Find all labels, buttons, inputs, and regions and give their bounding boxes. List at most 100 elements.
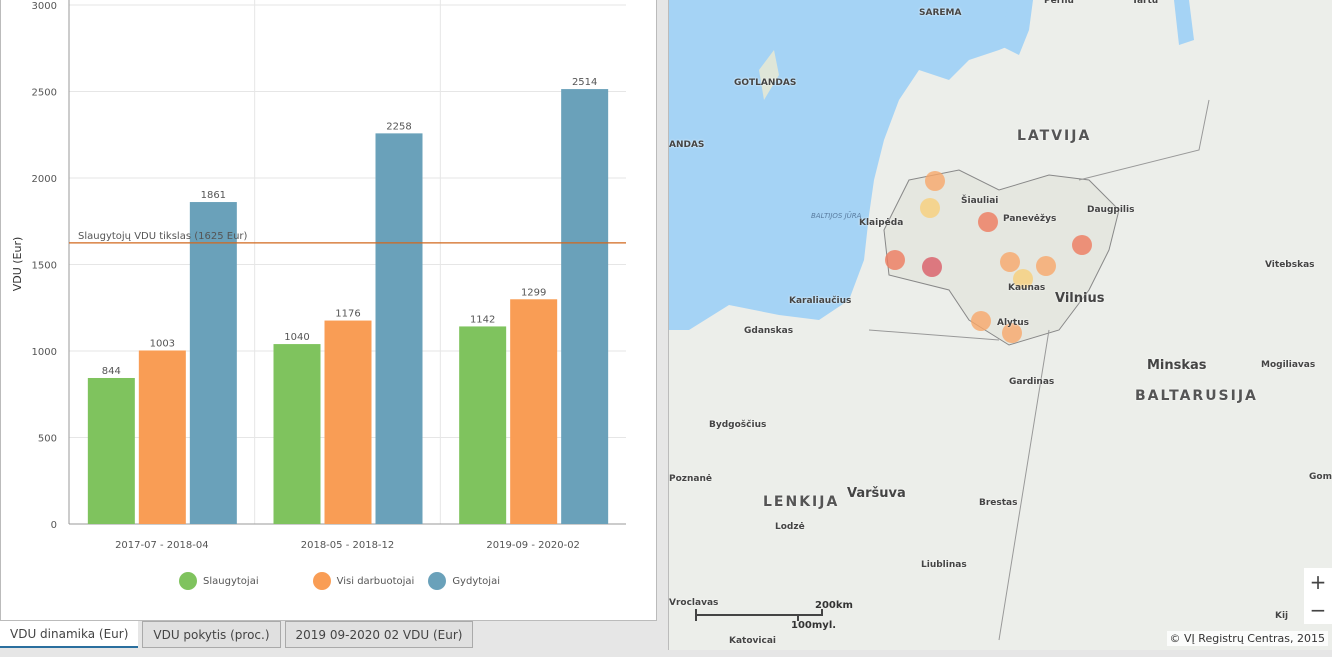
map-place-label: ANDAS <box>669 140 705 150</box>
scale-km: 200km <box>815 600 853 611</box>
map-place-label: Liublinas <box>921 560 967 570</box>
map-place-label: BALTARUSIJA <box>1135 388 1258 404</box>
bar-slaugytojai <box>273 344 321 524</box>
map-place-label: Gom <box>1309 472 1332 482</box>
map-attribution: © VĮ Registrų Centras, 2015 <box>1166 631 1328 646</box>
zoom-in-button[interactable]: + <box>1304 568 1332 596</box>
bar-gydytojai <box>189 202 237 524</box>
data-label: 1040 <box>284 332 309 343</box>
data-label: 1861 <box>201 190 226 201</box>
map-place-label: Mogiliavas <box>1261 360 1316 370</box>
map-base <box>669 0 1210 641</box>
map-marker[interactable] <box>1072 235 1092 255</box>
map-place-label: Kij <box>1275 611 1289 621</box>
map-marker[interactable] <box>1002 323 1022 343</box>
map-place-label: Brestas <box>979 498 1018 508</box>
map-place-label: Tartu <box>1132 0 1159 6</box>
tab-2019-2020-vdu[interactable]: 2019 09-2020 02 VDU (Eur) <box>284 621 474 648</box>
y-tick-label: 3000 <box>32 1 57 12</box>
tab-vdu-pokytis[interactable]: VDU pokytis (proc.) <box>142 621 281 648</box>
map-marker[interactable] <box>1036 256 1056 276</box>
map-marker[interactable] <box>920 198 940 218</box>
legend-label: Slaugytojai <box>203 575 259 587</box>
map-place-label: Katovicai <box>729 636 776 646</box>
map-place-label: SAREMA <box>919 8 962 18</box>
map-place-label: Karaliaučius <box>789 296 852 306</box>
borders <box>868 99 1210 641</box>
map-place-label: LENKIJA <box>763 494 840 510</box>
legend-label: Gydytojai <box>452 575 500 587</box>
y-tick-label: 2000 <box>32 174 57 185</box>
map-marker[interactable] <box>1013 269 1033 289</box>
map-place-label: Kaunas <box>1008 283 1046 293</box>
map-place-label: Pernu <box>1044 0 1074 6</box>
map-place-label: Bydgoščius <box>709 420 767 430</box>
map-place-label: Poznanė <box>669 474 713 484</box>
gulf-of-riga <box>999 0 1033 55</box>
map-place-label: BALTIJOS JŪRA <box>811 212 862 220</box>
y-tick-label: 500 <box>38 434 57 445</box>
legend-item-visi-darbuotojai[interactable]: Visi darbuotojai <box>312 572 415 590</box>
bar-gydytojai <box>375 133 423 524</box>
legend-swatch <box>179 572 198 590</box>
map-place-label: Vitebskas <box>1265 260 1315 270</box>
zoom-out-button[interactable]: − <box>1304 596 1332 624</box>
map-marker[interactable] <box>922 257 942 277</box>
map-place-label: Klaipėda <box>859 218 904 228</box>
data-label: 1176 <box>335 309 360 320</box>
map-marker[interactable] <box>971 311 991 331</box>
data-label: 1003 <box>150 338 175 349</box>
bar-visi-darbuotojai <box>324 320 372 524</box>
map-place-label: Vilnius <box>1055 291 1105 306</box>
map-place-label: Varšuva <box>847 486 906 501</box>
lake <box>1174 0 1194 45</box>
legend-item-gydytojai[interactable]: Gydytojai <box>428 572 500 590</box>
data-label: 2514 <box>572 77 597 88</box>
bar-slaugytojai <box>87 377 135 524</box>
tab-bar: VDU dinamika (Eur) VDU pokytis (proc.) 2… <box>0 621 474 657</box>
y-tick-label: 1000 <box>32 347 57 358</box>
map-marker[interactable] <box>925 171 945 191</box>
y-axis-title: VDU (Eur) <box>11 237 24 292</box>
map-place-label: Panevėžys <box>1003 214 1057 224</box>
target-line-label: Slaugytojų VDU tikslas (1625 Eur) <box>78 231 248 242</box>
chart-panel: 0 500 1000 1500 2000 2500 3000 2017-07 - 2018-0… <box>0 0 657 621</box>
map-marker[interactable] <box>978 212 998 232</box>
data-circles <box>885 171 1092 343</box>
tab-vdu-dinamika[interactable]: VDU dinamika (Eur) <box>0 621 139 648</box>
map-place-label: Šiauliai <box>961 196 999 206</box>
data-label: 844 <box>102 366 121 377</box>
map-place-label: LATVIJA <box>1017 128 1092 144</box>
map-place-label: Vroclavas <box>669 598 719 608</box>
legend-swatch <box>312 572 331 590</box>
x-tick-label: 2019-09 - 2020-02 <box>486 540 580 551</box>
legend-item-slaugytojai[interactable]: Slaugytojai <box>179 572 259 590</box>
map[interactable]: SAREMA Pernu Tartu GOTLANDAS ANDAS LATVIJA Šia… <box>668 0 1332 650</box>
map-place-label: Lodzė <box>775 522 805 532</box>
map-place-label: Minskas <box>1147 358 1207 373</box>
bar-visi-darbuotojai <box>510 299 558 524</box>
map-place-label: GOTLANDAS <box>734 78 797 88</box>
legend-label: Visi darbuotojai <box>336 575 415 587</box>
y-tick-label: 2500 <box>32 88 57 99</box>
gotland-island <box>759 50 779 100</box>
bar-slaugytojai <box>459 326 507 524</box>
map-marker[interactable] <box>885 250 905 270</box>
data-label: 1142 <box>470 314 495 325</box>
bar-gydytojai <box>561 89 609 524</box>
data-label: 2258 <box>386 121 411 132</box>
bar-visi-darbuotojai <box>138 350 186 524</box>
y-tick-label: 1500 <box>32 261 57 272</box>
legend-swatch <box>428 572 447 590</box>
map-marker[interactable] <box>1000 252 1020 272</box>
chart-legend: Slaugytojai Visi darbuotojai Gydytojai <box>1 572 658 590</box>
bar-chart: 0 500 1000 1500 2000 2500 3000 2017-07 - 2018-0… <box>11 0 626 551</box>
y-tick-label: 0 <box>51 520 57 531</box>
map-place-label: Gardinas <box>1009 377 1055 387</box>
data-label: 1299 <box>521 287 546 298</box>
scale-miles: 100myl. <box>791 620 837 631</box>
map-place-label: Alytus <box>997 318 1029 328</box>
x-tick-label: 2017-07 - 2018-04 <box>115 540 209 551</box>
map-place-label: Gdanskas <box>744 326 794 336</box>
baltic-sea <box>669 0 1029 330</box>
